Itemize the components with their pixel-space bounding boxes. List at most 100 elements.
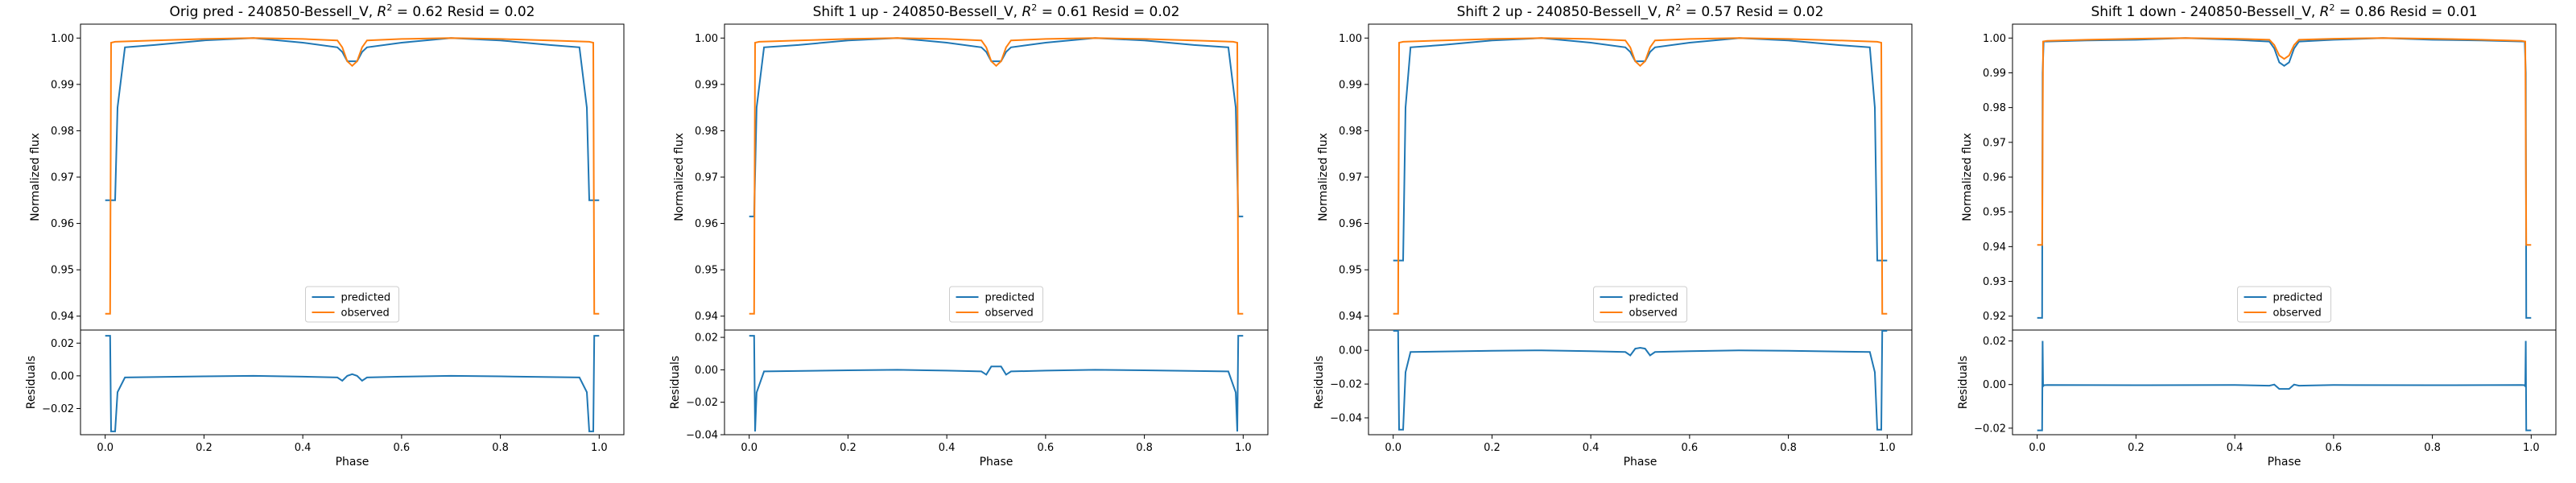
y-tick-label: 1.00 [1983,33,2006,45]
legend-label: observed [2273,308,2322,320]
title-text: Shift 1 up - 240850-Bessell_V, [813,4,1022,20]
y-tick-label: 0.99 [51,79,74,91]
residual-axes-frame [1368,329,1913,436]
residual-axis-label: Residuals [669,356,682,409]
title-symbol: R [2320,4,2330,20]
residual-y-tick-label: −0.02 [42,403,74,415]
title-superscript: 2 [1675,2,1681,13]
x-tick-label: 0.8 [2424,442,2441,454]
y-tick-label: 0.97 [51,172,74,184]
y-tick-label: 0.94 [695,311,718,323]
y-tick-label: 0.98 [695,126,718,138]
x-tick-label: 0.8 [1780,442,1797,454]
title-symbol: R [378,4,387,20]
series-line-observed [1393,37,1888,315]
flux-axes-frame [2012,23,2557,331]
chart-title: Orig pred - 240850-Bessell_V, R2 = 0.62 … [170,2,535,20]
title-text: Shift 1 down - 240850-Bessell_V, [2091,4,2319,20]
chart-title: Shift 2 up - 240850-Bessell_V, R2 = 0.57… [1457,2,1824,20]
residual-y-tick-label: 0.00 [1339,345,1362,357]
y-axis-label: Normalized flux [1317,133,1330,221]
y-tick-label: 0.98 [51,126,74,138]
series-line-predicted [1393,37,1888,262]
chart-panel-4: Shift 1 down - 240850-Bessell_V, R2 = 0.… [1957,2,2557,469]
title-symbol: R [1666,4,1675,20]
y-tick-label: 1.00 [1339,33,1362,45]
y-tick-label: 0.99 [695,79,718,91]
y-tick-label: 0.95 [1983,207,2006,219]
x-tick-label: 1.0 [591,442,608,454]
y-tick-label: 0.96 [695,218,718,230]
residual-axes-frame [80,329,625,436]
title-superscript: 2 [1031,2,1037,13]
x-tick-label: 0.0 [741,442,758,454]
legend-label: predicted [985,292,1035,304]
title-superscript: 2 [386,2,392,13]
title-text: = 0.61 Resid = 0.02 [1037,4,1179,20]
x-tick-label: 0.4 [939,442,956,454]
series-line-observed [2037,37,2532,246]
y-tick-label: 0.94 [1339,311,1362,323]
y-tick-label: 0.98 [1339,126,1362,138]
residual-y-tick-label: 0.00 [51,370,74,382]
residual-y-tick-label: 0.00 [1983,379,2006,391]
title-superscript: 2 [2329,2,2334,13]
y-tick-label: 0.95 [1339,265,1362,277]
legend-label: observed [341,308,390,320]
x-tick-label: 0.0 [97,442,114,454]
residual-axis-label: Residuals [1313,356,1326,409]
legend-label: predicted [1629,292,1679,304]
y-tick-label: 0.96 [1983,172,2006,184]
x-tick-label: 0.4 [295,442,312,454]
residual-axes-frame [2012,329,2557,436]
legend-label: observed [1629,308,1678,320]
x-tick-label: 1.0 [1235,442,1252,454]
chart-title: Shift 1 up - 240850-Bessell_V, R2 = 0.61… [813,2,1180,20]
residual-y-tick-label: 0.02 [1983,336,2006,348]
residual-axis-label: Residuals [25,356,38,409]
residual-y-tick-label: −0.02 [686,397,718,409]
x-tick-label: 0.4 [1583,442,1600,454]
flux-axes-frame [80,23,625,331]
y-tick-label: 0.93 [1983,276,2006,288]
series-line-predicted [105,37,600,201]
residual-line [749,335,1244,432]
x-tick-label: 1.0 [2523,442,2540,454]
x-tick-label: 0.8 [492,442,509,454]
x-tick-label: 0.2 [2128,442,2145,454]
y-tick-label: 0.98 [1983,102,2006,114]
y-tick-label: 1.00 [51,33,74,45]
y-tick-label: 0.96 [1339,218,1362,230]
title-text: Orig pred - 240850-Bessell_V, [170,4,378,20]
y-axis-label: Normalized flux [29,133,42,221]
x-axis-label: Phase [336,456,369,469]
chart-title: Shift 1 down - 240850-Bessell_V, R2 = 0.… [2091,2,2477,20]
residual-axis-label: Residuals [1957,356,1970,409]
legend-label: predicted [341,292,391,304]
x-tick-label: 0.6 [394,442,411,454]
title-text: = 0.57 Resid = 0.02 [1681,4,1823,20]
residual-line [1393,330,1888,431]
residual-y-tick-label: −0.02 [1330,379,1362,391]
x-axis-label: Phase [2268,456,2301,469]
x-tick-label: 0.6 [2326,442,2343,454]
chart-panel-3: Shift 2 up - 240850-Bessell_V, R2 = 0.57… [1313,2,1913,469]
series-line-predicted [749,37,1244,217]
x-tick-label: 0.6 [1038,442,1055,454]
residual-line [105,335,600,432]
y-tick-label: 0.97 [1983,137,2006,149]
y-axis-label: Normalized flux [1961,133,1974,221]
title-symbol: R [1022,4,1031,20]
series-line-predicted [2037,37,2532,319]
x-axis-label: Phase [1624,456,1657,469]
title-text: = 0.86 Resid = 0.01 [2334,4,2477,20]
x-tick-label: 0.0 [2029,442,2046,454]
y-tick-label: 0.99 [1983,68,2006,80]
y-tick-label: 0.97 [1339,172,1362,184]
residual-y-tick-label: 0.00 [695,365,718,377]
residual-y-tick-label: 0.02 [695,332,718,345]
x-tick-label: 0.2 [196,442,213,454]
flux-axes-frame [1368,23,1913,331]
y-tick-label: 0.97 [695,172,718,184]
y-tick-label: 1.00 [695,33,718,45]
